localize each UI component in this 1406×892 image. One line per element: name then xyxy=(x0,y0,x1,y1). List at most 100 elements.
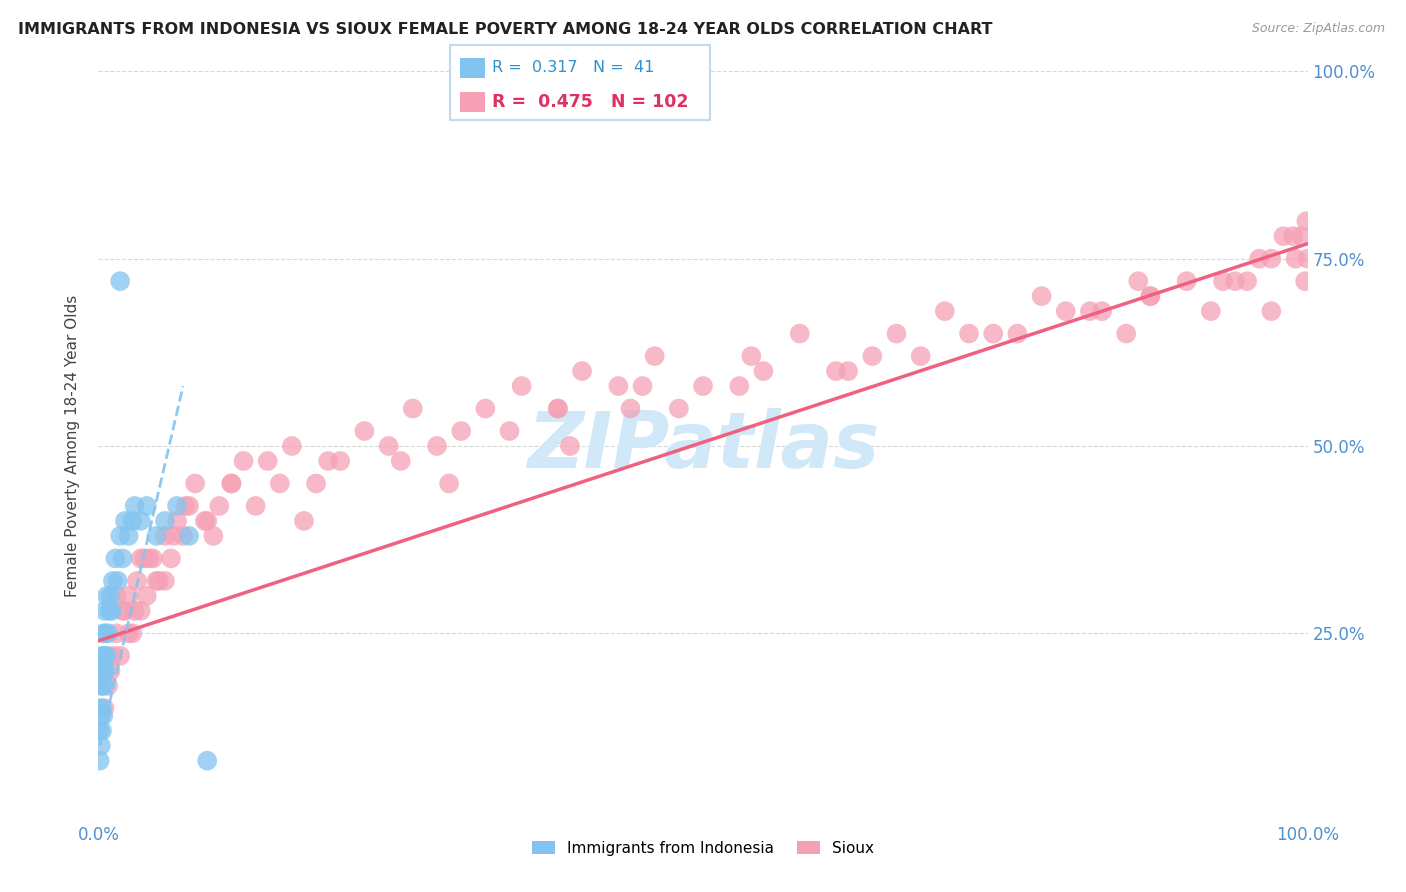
Point xyxy=(860,349,883,363)
Point xyxy=(118,589,141,603)
Point xyxy=(105,626,128,640)
Point xyxy=(1284,252,1306,266)
Point xyxy=(571,364,593,378)
Point xyxy=(1007,326,1029,341)
Point xyxy=(93,648,115,663)
Point xyxy=(934,304,956,318)
Point xyxy=(498,424,520,438)
Point xyxy=(97,679,120,693)
Point xyxy=(124,604,146,618)
Point xyxy=(142,551,165,566)
Point xyxy=(194,514,217,528)
Point xyxy=(450,424,472,438)
Point xyxy=(195,754,218,768)
Point xyxy=(1294,274,1316,288)
Point xyxy=(1175,274,1198,288)
Point xyxy=(474,401,496,416)
Point xyxy=(100,589,122,603)
Point xyxy=(269,476,291,491)
Point xyxy=(129,514,152,528)
Point xyxy=(1223,274,1246,288)
Point xyxy=(668,401,690,416)
Point xyxy=(1295,214,1317,228)
Point xyxy=(93,701,115,715)
Point xyxy=(305,476,328,491)
Point xyxy=(377,439,399,453)
Text: R =  0.475   N = 102: R = 0.475 N = 102 xyxy=(492,93,689,111)
Point xyxy=(160,551,183,566)
Y-axis label: Female Poverty Among 18-24 Year Olds: Female Poverty Among 18-24 Year Olds xyxy=(65,295,80,597)
Point xyxy=(619,401,641,416)
Point xyxy=(1078,304,1101,318)
Point xyxy=(166,514,188,528)
Point xyxy=(90,664,112,678)
Point xyxy=(886,326,908,341)
Point xyxy=(118,529,141,543)
Point xyxy=(90,679,112,693)
Point xyxy=(1091,304,1114,318)
Point xyxy=(101,648,124,663)
Point xyxy=(232,454,254,468)
Point xyxy=(825,364,848,378)
Point xyxy=(98,604,121,618)
Point xyxy=(245,499,267,513)
Point xyxy=(153,514,176,528)
Point xyxy=(100,604,122,618)
Point xyxy=(145,529,167,543)
Point xyxy=(124,499,146,513)
Point xyxy=(558,439,581,453)
Point xyxy=(1054,304,1077,318)
Point xyxy=(121,626,143,640)
Point xyxy=(90,708,112,723)
Point xyxy=(148,574,170,588)
Point xyxy=(135,589,157,603)
Point xyxy=(134,551,156,566)
Point xyxy=(100,664,122,678)
Point xyxy=(91,701,114,715)
Point xyxy=(631,379,654,393)
Point xyxy=(89,754,111,768)
Point xyxy=(195,514,218,528)
Legend: Immigrants from Indonesia, Sioux: Immigrants from Indonesia, Sioux xyxy=(526,835,880,862)
Point xyxy=(402,401,425,416)
Point xyxy=(1031,289,1053,303)
Point xyxy=(1236,274,1258,288)
Point xyxy=(316,454,339,468)
Point xyxy=(1249,252,1271,266)
Point xyxy=(981,326,1004,341)
Point xyxy=(1291,229,1313,244)
Point xyxy=(172,529,194,543)
Point xyxy=(1282,229,1305,244)
Point xyxy=(1139,289,1161,303)
Point xyxy=(94,626,117,640)
Point xyxy=(221,476,243,491)
Point xyxy=(202,529,225,543)
Point xyxy=(292,514,315,528)
Point xyxy=(179,529,201,543)
Point xyxy=(111,604,134,618)
Point xyxy=(108,274,131,288)
Point xyxy=(1139,289,1161,303)
Point xyxy=(607,379,630,393)
Point xyxy=(91,708,114,723)
Point xyxy=(547,401,569,416)
Point xyxy=(728,379,751,393)
Point xyxy=(1260,252,1282,266)
Point xyxy=(644,349,666,363)
Point xyxy=(90,739,112,753)
Point xyxy=(179,499,201,513)
Point xyxy=(127,574,149,588)
Point xyxy=(1260,304,1282,318)
Point xyxy=(837,364,859,378)
Point xyxy=(153,574,176,588)
Point xyxy=(547,401,569,416)
Point xyxy=(1128,274,1150,288)
Point xyxy=(281,439,304,453)
Point xyxy=(121,514,143,528)
Point xyxy=(96,589,118,603)
Point xyxy=(208,499,231,513)
Text: ZIPatlas: ZIPatlas xyxy=(527,408,879,484)
Text: IMMIGRANTS FROM INDONESIA VS SIOUX FEMALE POVERTY AMONG 18-24 YEAR OLDS CORRELAT: IMMIGRANTS FROM INDONESIA VS SIOUX FEMAL… xyxy=(18,22,993,37)
Point xyxy=(138,551,160,566)
Point xyxy=(437,476,460,491)
